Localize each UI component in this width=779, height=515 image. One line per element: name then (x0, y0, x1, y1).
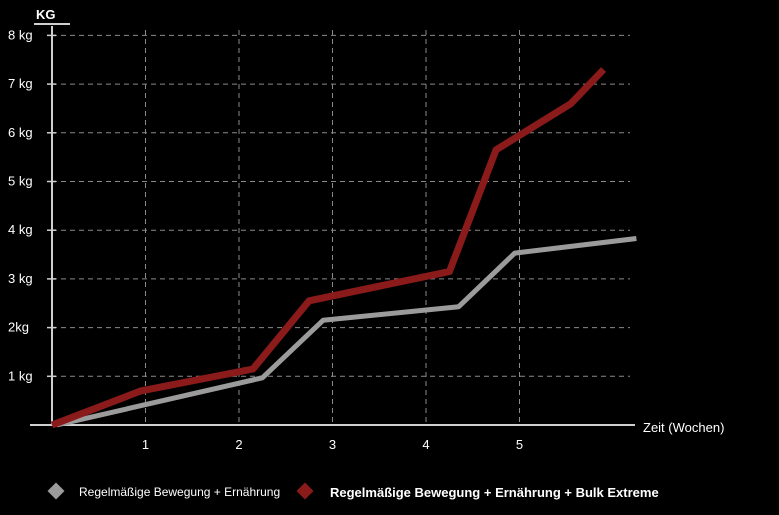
x-axis-title: Zeit (Wochen) (643, 420, 724, 435)
y-tick-label: 7 kg (8, 76, 33, 91)
y-tick-label: 3 kg (8, 271, 33, 286)
series-line-2 (50, 67, 607, 429)
legend-label-1: Regelmäßige Bewegung + Ernährung (79, 485, 280, 499)
y-tick-label: 4 kg (8, 222, 33, 237)
x-tick-label: 1 (142, 437, 149, 452)
legend-marker-2 (296, 482, 314, 500)
legend-item-2[interactable]: Regelmäßige Bewegung + Ernährung + Bulk … (296, 482, 659, 500)
y-tick-label: 1 kg (8, 368, 33, 383)
x-tick-label: 2 (235, 437, 242, 452)
x-tick-label: 5 (516, 437, 523, 452)
y-tick-label: 2kg (8, 320, 29, 335)
chart-series (50, 67, 637, 429)
legend: Regelmäßige Bewegung + Ernährung Regelmä… (47, 482, 659, 500)
y-tick-label: 8 kg (8, 27, 33, 42)
chart-axes (30, 23, 635, 426)
series-line-1 (56, 236, 637, 428)
y-tick-label: 5 kg (8, 174, 33, 189)
legend-label-2: Regelmäßige Bewegung + Ernährung + Bulk … (330, 485, 659, 500)
legend-marker-1 (47, 482, 65, 500)
x-tick-label: 4 (422, 437, 429, 452)
y-axis-title: KG (36, 7, 56, 22)
chart-grid (52, 30, 630, 425)
legend-item-1[interactable]: Regelmäßige Bewegung + Ernährung (47, 482, 281, 500)
x-tick-label: 3 (329, 437, 336, 452)
y-tick-label: 6 kg (8, 125, 33, 140)
